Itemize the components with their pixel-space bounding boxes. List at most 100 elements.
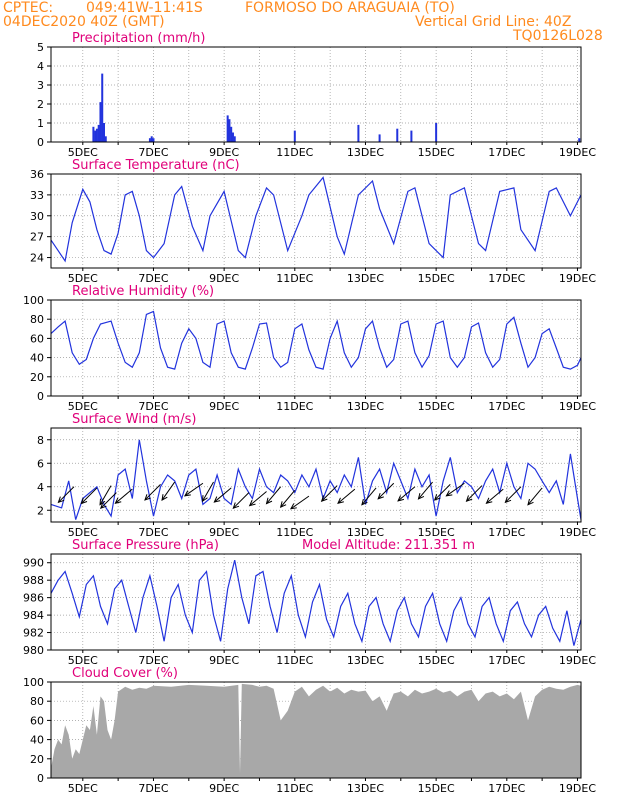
panel-frame [50,553,582,651]
wind-arrow-shaft [266,486,282,504]
panel-2: Surface Temperature (nC) 24 27 30 33 36 5DEC 7D… [30,158,596,285]
wind-arrow-head [445,490,453,497]
y-tick-label: 60 [30,714,44,727]
wind-arrow [248,491,267,507]
x-tick-label: 19DEC [559,146,596,159]
y-tick-label: 2 [37,98,44,111]
precip-bar [97,124,100,142]
x-tick-label: 17DEC [488,146,525,159]
precip-bar [101,73,104,142]
wind-arrow [279,489,296,509]
wind-arrow-shaft [202,481,214,502]
wind-arrow-shaft [446,482,465,497]
series-line [50,176,582,263]
precip-bar [226,115,229,142]
wind-arrow-shaft [115,488,133,504]
precip-bar [410,130,413,142]
y-tick-label: 3 [37,79,44,92]
precip-bar [148,138,151,142]
precip-bar [233,136,236,142]
wind-arrow [465,485,483,502]
precip-bar [92,126,95,142]
panel-title: Surface Wind (m/s) [72,412,196,427]
precip-bar [94,130,97,142]
y-tick-label: 24 [30,252,44,265]
x-tick-label: 17DEC [488,400,525,413]
y-tick-label: 0 [37,136,44,149]
wind-arrow-shaft [486,488,504,504]
x-tick-label: 7DEC [138,654,168,667]
y-tick-label: 990 [23,557,44,570]
panel-frame [50,681,582,779]
wind-arrow-head [201,495,208,503]
header-date: 04DEC2020 40Z (GMT) [3,14,165,30]
wind-arrow-head [232,502,240,509]
y-tick-label: 986 [23,592,44,605]
x-tick-label: 5DEC [68,272,98,285]
x-tick-label: 13DEC [347,526,384,539]
wind-arrow [183,482,204,497]
panel-frame [50,427,582,523]
header-coordinates: 049:41W-11:41S [86,0,203,16]
precip-bar [150,136,153,142]
x-tick-label: 19DEC [559,654,596,667]
precip-bar [378,134,381,142]
header-grid-note: Vertical Grid Line: 40Z [415,14,572,30]
panel-title: Precipitation (mm/h) [72,31,205,46]
y-tick-label: 982 [23,627,44,640]
wind-arrow-head [114,497,122,504]
wind-arrow-shaft [418,481,433,500]
wind-arrow [80,487,98,505]
x-tick-label: 11DEC [276,782,313,795]
wind-arrow-head [433,494,441,501]
wind-arrow [213,487,232,503]
wind-arrow-head [485,497,493,504]
y-tick-label: 0 [37,772,44,785]
precip-bar [103,123,105,142]
series-line [50,559,582,646]
y-tick-label: 20 [30,753,44,766]
wind-arrow [485,488,504,504]
precip-bar [152,138,155,142]
y-tick-label: 5 [37,41,44,54]
panel-annotation: Model Altitude: 211.351 m [302,538,475,553]
x-tick-label: 15DEC [418,782,455,795]
x-tick-label: 7DEC [138,526,168,539]
wind-arrow [99,492,117,509]
wind-arrow-shaft [505,486,522,503]
x-tick-label: 9DEC [209,782,239,795]
wind-arrow [377,482,395,500]
panel-frame [50,299,582,397]
wind-arrow [114,488,133,504]
wind-arrow-shaft [249,491,267,506]
series-line [50,310,582,370]
x-tick-label: 15DEC [418,146,455,159]
wind-arrow-shaft [321,485,338,502]
x-tick-label: 19DEC [559,400,596,413]
wind-arrow [361,487,377,506]
wind-arrow-head [99,498,106,506]
wind-arrow-head [80,497,88,505]
wind-arrow-shaft [466,485,483,502]
wind-arrow-shaft [527,487,543,506]
x-tick-label: 19DEC [559,272,596,285]
x-tick-label: 17DEC [488,526,525,539]
wind-arrow-shaft [337,488,356,504]
x-tick-label: 9DEC [209,526,239,539]
wind-arrow [504,486,522,504]
y-tick-label: 36 [30,168,44,181]
wind-arrow-shaft [232,492,250,509]
precip-bar [435,123,438,142]
x-tick-label: 19DEC [559,782,596,795]
wind-arrow-head [57,496,65,504]
panel-title: Cloud Cover (%) [72,666,178,681]
wind-arrow [57,486,75,504]
y-tick-label: 40 [30,352,44,365]
wind-arrow-shaft [58,486,75,503]
header-location: FORMOSO DO ARAGUAIA (TO) [245,0,455,16]
y-tick-label: 2 [37,504,44,517]
wind-arrow-shaft [161,481,176,501]
x-tick-label: 7DEC [138,146,168,159]
wind-arrow [144,484,161,501]
panel-5: Surface Pressure (hPa) Model Altitude: 21… [23,538,596,667]
